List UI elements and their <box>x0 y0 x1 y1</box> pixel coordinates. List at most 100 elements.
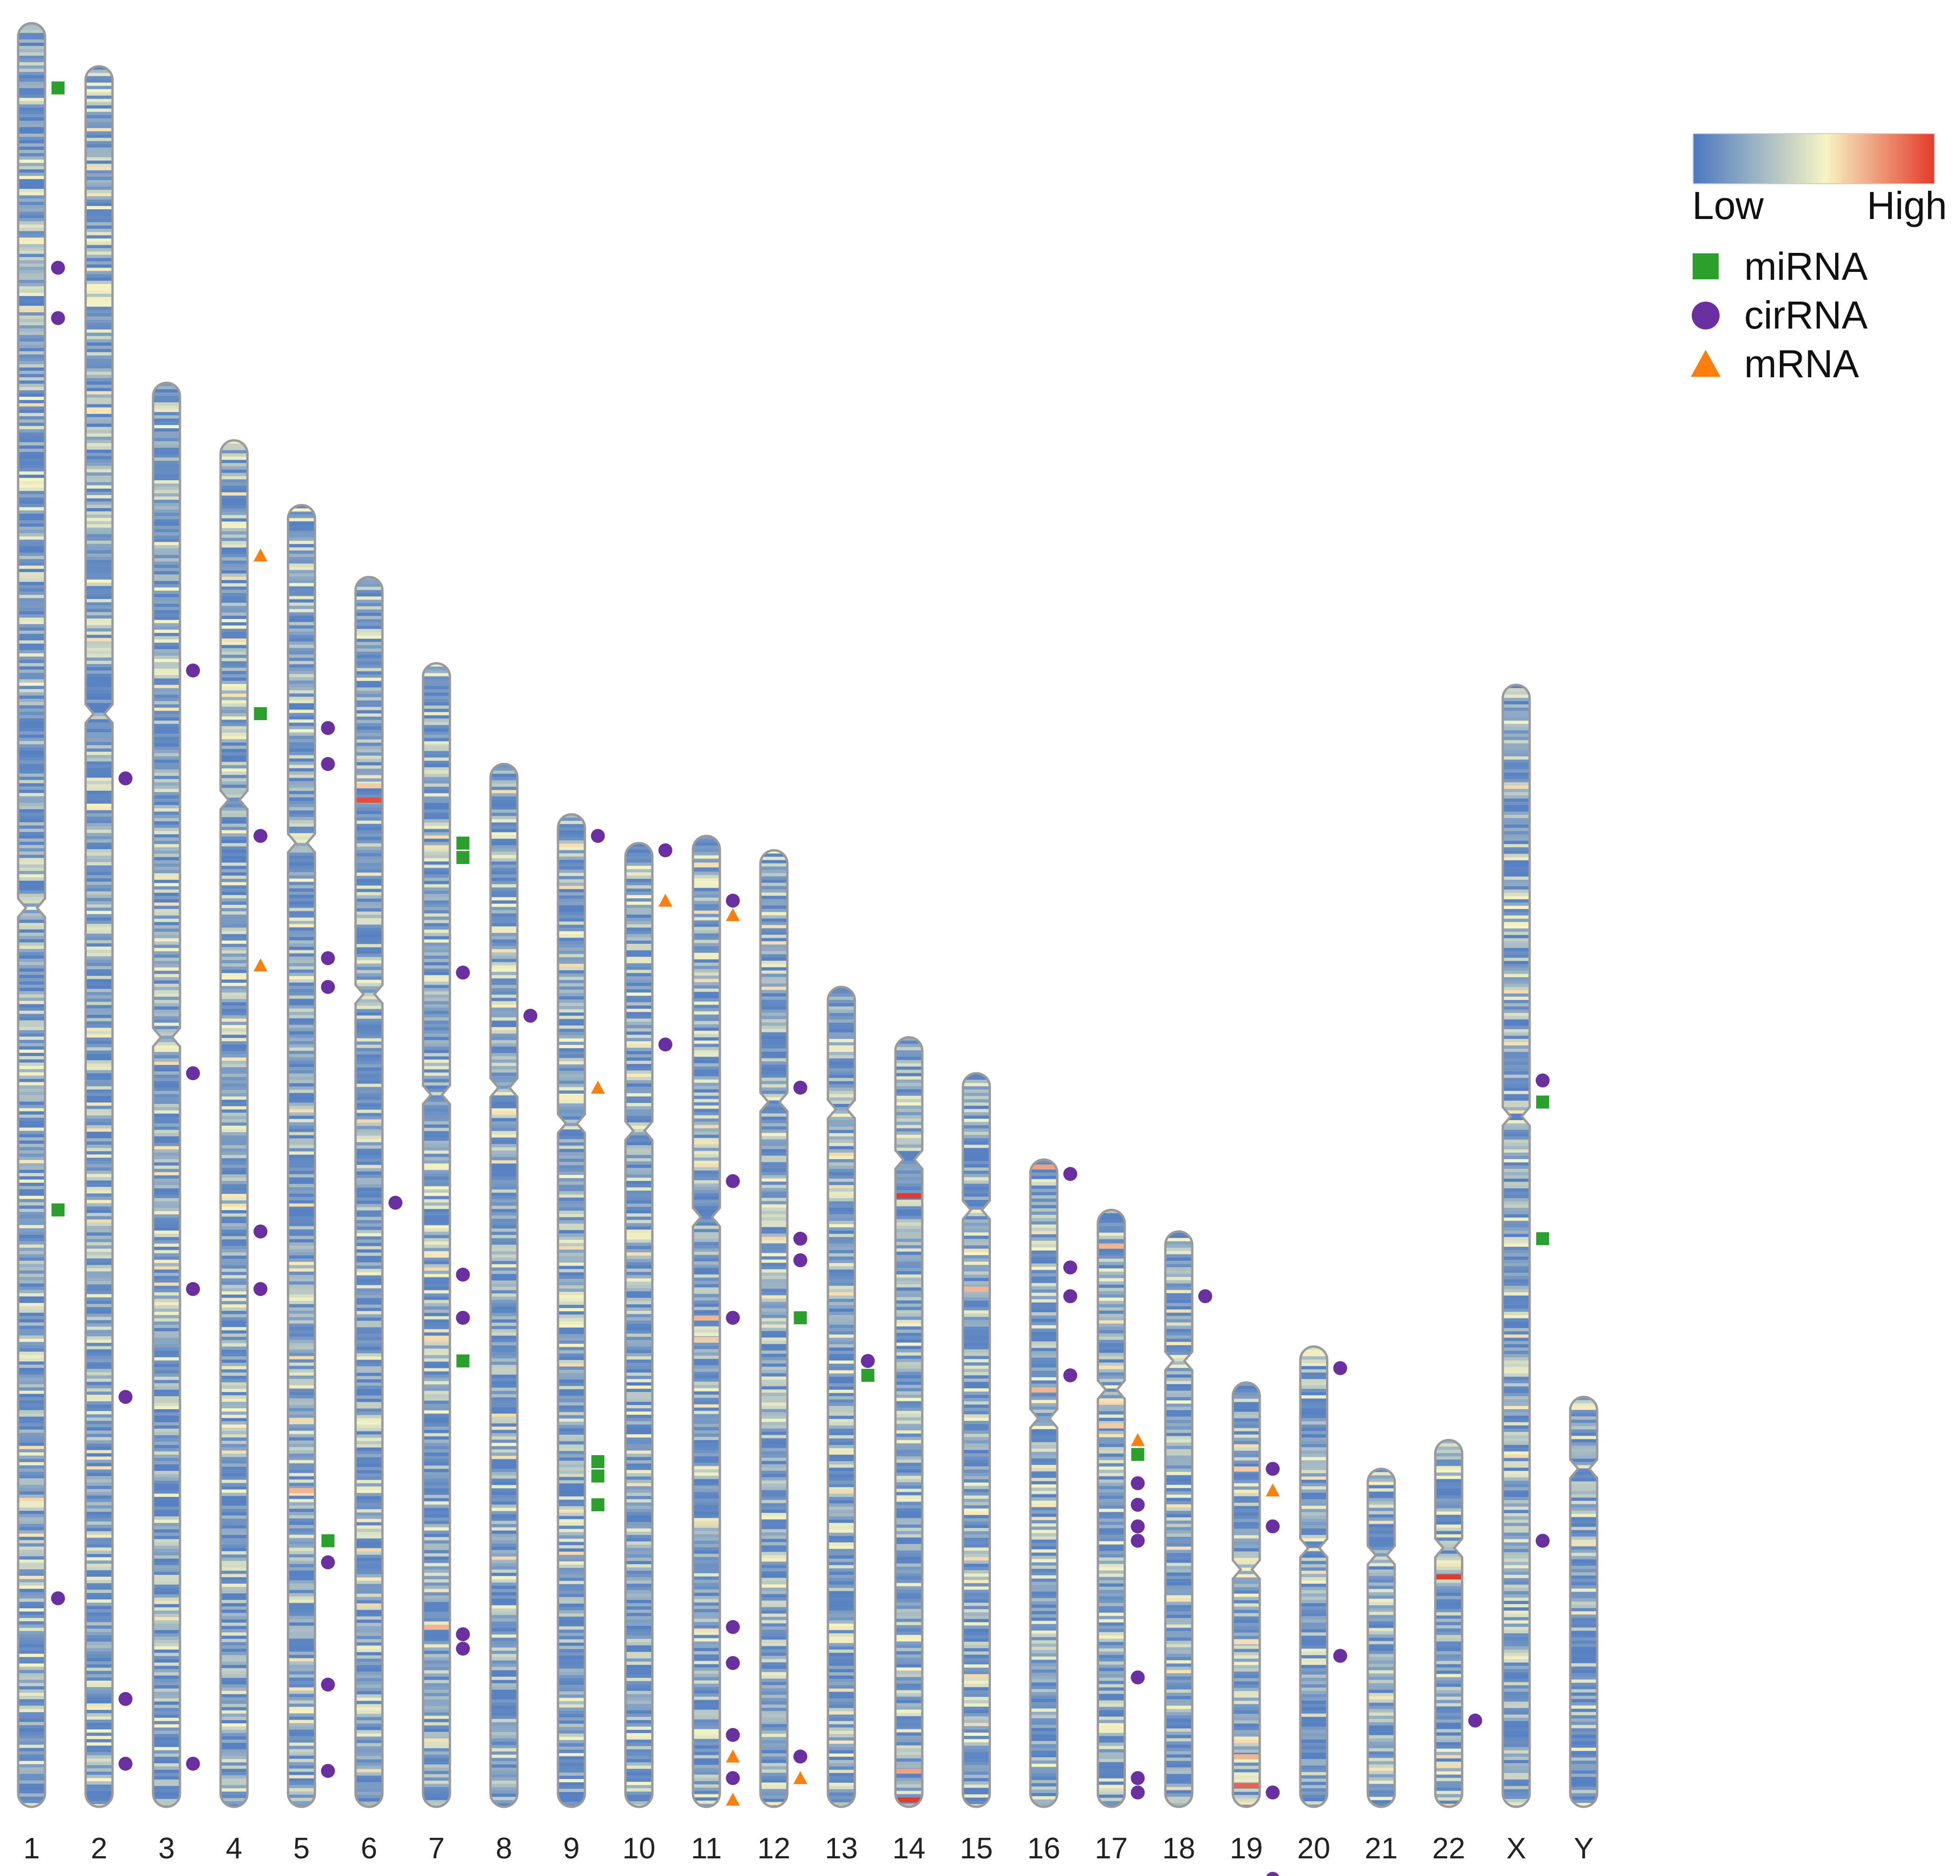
chromosome-bands <box>558 814 585 1807</box>
hotspot-band <box>1233 1639 1260 1644</box>
chromosome-outline <box>1569 1396 1598 1808</box>
cirrna-circle-marker <box>51 261 65 275</box>
cirrna-circle-marker <box>591 829 605 843</box>
chromosome-label: X <box>1506 1831 1526 1865</box>
hotspot-band <box>288 1488 315 1493</box>
hotspot-band <box>356 798 382 803</box>
chromosome-outline <box>962 1072 991 1808</box>
hotspot-band <box>1233 1783 1260 1788</box>
chromosome-bands <box>288 505 315 1807</box>
mirna-square-marker <box>591 1498 605 1511</box>
chromosome-bands <box>693 836 720 1807</box>
chromosome-label: 20 <box>1297 1831 1330 1865</box>
cirrna-circle-marker <box>1131 1771 1145 1785</box>
cirrna-circle-marker <box>1063 1167 1077 1181</box>
cirrna-circle-marker <box>793 1231 808 1246</box>
hotspot-band <box>693 1315 720 1321</box>
hotspot-band <box>1233 1466 1260 1472</box>
cirrna-circle-marker <box>1063 1289 1077 1303</box>
mirna-square-marker <box>456 851 470 864</box>
chromosome-label: 18 <box>1162 1831 1195 1865</box>
chromosome-label: 2 <box>91 1831 108 1865</box>
chromosome-20 <box>1299 1345 1329 1808</box>
cirrna-circle-marker <box>321 1764 335 1778</box>
chromosome-outline <box>84 65 114 1808</box>
cirrna-circle-marker <box>523 1009 537 1023</box>
chromosome-outline <box>1434 1439 1463 1808</box>
chromosome-19 <box>1231 1381 1261 1808</box>
cirrna-circle-marker <box>1468 1714 1482 1728</box>
cirrna-circle-marker <box>186 1757 200 1771</box>
chromosome-1 <box>17 22 46 1808</box>
chromosome-bands <box>828 987 855 1807</box>
chromosome-label: 17 <box>1095 1831 1128 1865</box>
mirna-square-marker <box>861 1369 874 1382</box>
cirrna-circle-marker <box>456 1311 470 1325</box>
chromosome-bands <box>895 1037 923 1807</box>
mrna-triangle-marker <box>726 1792 740 1806</box>
cirrna-circle-marker <box>321 721 335 735</box>
cirrna-legend-label: cirRNA <box>1744 293 1868 337</box>
cirrna-circle-marker <box>1131 1534 1145 1548</box>
mrna-legend-triangle-icon <box>1691 350 1721 377</box>
cirrna-legend-circle-icon <box>1692 302 1720 329</box>
hotspot-band <box>356 783 382 788</box>
mirna-square-marker <box>52 1203 65 1217</box>
chromosome-16 <box>1029 1158 1059 1808</box>
cirrna-circle-marker <box>1333 1649 1347 1663</box>
hotspot-band <box>895 1193 923 1199</box>
chromosome-label: 4 <box>226 1831 242 1865</box>
chromosome-bands <box>490 764 517 1807</box>
cirrna-circle-marker <box>186 1066 200 1080</box>
mirna-square-marker <box>591 1455 605 1468</box>
cirrna-circle-marker <box>321 980 335 994</box>
hotspot-band <box>423 1625 450 1630</box>
hotspot-band <box>1030 1164 1057 1170</box>
hotspot-band <box>693 862 720 868</box>
mirna-square-marker <box>456 837 470 850</box>
cirrna-circle-marker <box>658 843 673 857</box>
cirrna-circle-marker <box>118 1757 133 1771</box>
mirna-square-marker <box>1536 1232 1549 1245</box>
cirrna-circle-marker <box>1131 1476 1145 1490</box>
chromosome-outline <box>1366 1468 1396 1808</box>
cirrna-circle-marker <box>456 1268 470 1282</box>
chromosome-label: 13 <box>825 1831 858 1865</box>
cirrna-circle-marker <box>726 1311 740 1325</box>
chromosome-outline <box>17 22 46 1808</box>
cirrna-circle-marker <box>51 311 65 325</box>
chromosome-outline <box>1501 683 1531 1808</box>
chromosome-label: 21 <box>1365 1831 1397 1865</box>
chromosome-5 <box>287 504 317 1808</box>
mirna-square-marker <box>52 81 65 95</box>
hotspot-band <box>1098 1423 1125 1429</box>
density-colorbar <box>1693 133 1935 184</box>
cirrna-circle-marker <box>726 1656 740 1670</box>
chromosome-21 <box>1366 1468 1396 1808</box>
cirrna-circle-marker <box>726 1174 740 1188</box>
chromosome-label: 9 <box>563 1831 580 1865</box>
cirrna-circle-marker <box>1266 1462 1280 1476</box>
chromosome-outline <box>894 1036 924 1808</box>
colorbar-low-label: Low <box>1692 184 1764 227</box>
cirrna-circle-marker <box>253 1225 268 1238</box>
cirrna-circle-marker <box>1063 1368 1077 1382</box>
chromosome-outline <box>827 986 856 1808</box>
chromosome-outline <box>421 662 451 1808</box>
colorbar-high-label: High <box>1867 184 1947 227</box>
chromosome-12 <box>759 849 789 1808</box>
chromosome-bands <box>1233 1382 1260 1807</box>
hotspot-band <box>963 1287 990 1292</box>
chromosome-bands <box>760 850 788 1807</box>
cirrna-circle-marker <box>726 1620 740 1634</box>
chromosome-outline <box>354 576 384 1808</box>
chromosome-bands <box>1368 1469 1395 1807</box>
chromosome-outline <box>1231 1381 1261 1808</box>
cirrna-circle-marker <box>1131 1786 1145 1799</box>
chromosome-label: 12 <box>757 1831 790 1865</box>
cirrna-circle-marker <box>1266 1519 1280 1534</box>
cirrna-circle-marker <box>1063 1260 1077 1275</box>
chromosome-label: 16 <box>1027 1831 1060 1865</box>
chromosome-label: 1 <box>23 1831 40 1865</box>
cirrna-circle-marker <box>793 1081 808 1095</box>
